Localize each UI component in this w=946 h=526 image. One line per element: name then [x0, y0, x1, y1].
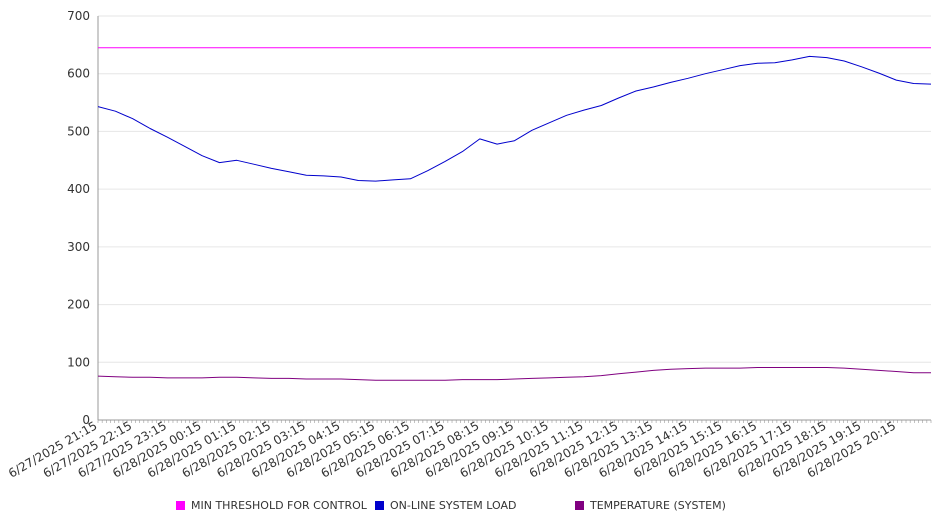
- y-tick-label-500: 500: [67, 124, 90, 138]
- legend-swatch-system-load: [375, 501, 384, 510]
- legend-swatch-temperature: [575, 501, 584, 510]
- y-tick-label-0: 0: [82, 413, 90, 427]
- legend: MIN THRESHOLD FOR CONTROL ON-LINE SYSTEM…: [0, 496, 946, 516]
- y-tick-label-400: 400: [67, 182, 90, 196]
- series-line-on-line-system-load: [97, 55, 932, 182]
- series-line-temperature-system: [97, 367, 931, 381]
- y-tick-label-700: 700: [67, 9, 90, 23]
- y-tick-label-600: 600: [67, 67, 90, 81]
- legend-swatch-min-threshold: [176, 501, 185, 510]
- y-tick-label-300: 300: [67, 240, 90, 254]
- y-tick-label-200: 200: [67, 298, 90, 312]
- gridlines: [98, 15, 931, 363]
- axes: [97, 16, 932, 423]
- legend-label-system-load: ON-LINE SYSTEM LOAD: [390, 499, 517, 512]
- series-lines: [97, 47, 932, 381]
- legend-item-system-load: ON-LINE SYSTEM LOAD: [375, 499, 516, 512]
- y-tick-label-100: 100: [67, 355, 90, 369]
- x-axis-tick-labels: 6/27/2025 21:156/27/2025 22:156/27/2025 …: [6, 418, 898, 480]
- legend-item-min-threshold: MIN THRESHOLD FOR CONTROL: [176, 499, 367, 512]
- legend-label-temperature: TEMPERATURE (SYSTEM): [590, 499, 726, 512]
- legend-item-temperature: TEMPERATURE (SYSTEM): [575, 499, 726, 512]
- legend-label-min-threshold: MIN THRESHOLD FOR CONTROL: [191, 499, 367, 512]
- y-axis-tick-labels: 0 100 200 300 400 500 600 700: [67, 9, 90, 427]
